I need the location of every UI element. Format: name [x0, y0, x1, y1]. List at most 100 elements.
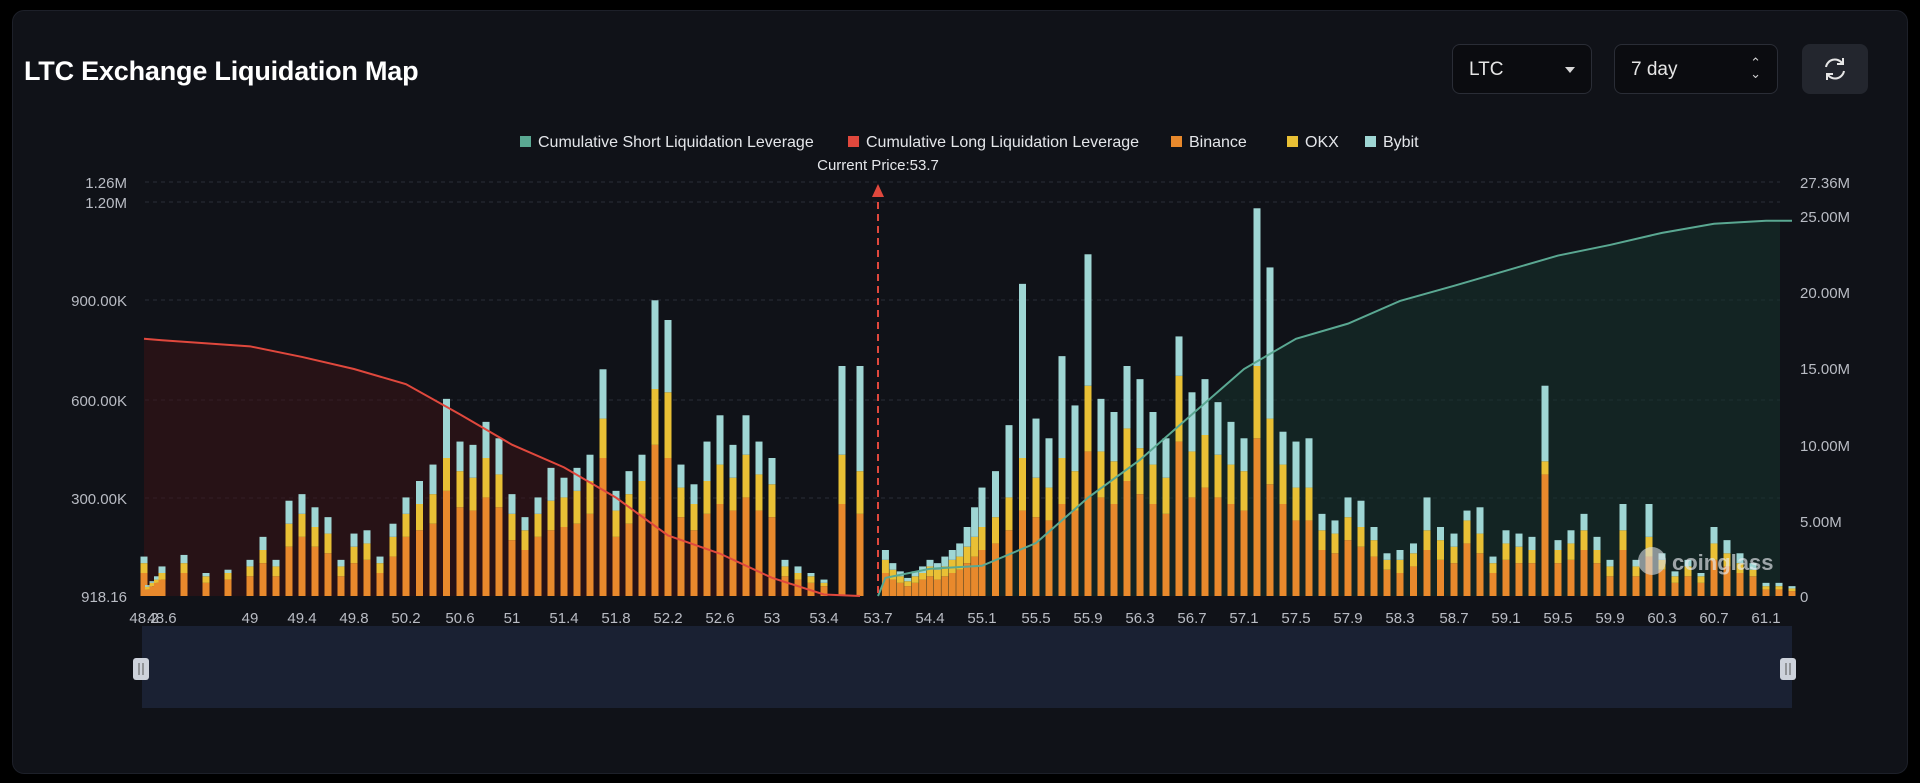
bar-bybit [560, 477, 568, 498]
bar-okx [1423, 530, 1431, 550]
bar-okx [1266, 418, 1274, 485]
page-title: LTC Exchange Liquidation Map [24, 56, 419, 86]
bar-bybit [1723, 540, 1731, 554]
bar-binance [1005, 530, 1013, 596]
bar-bybit [1240, 438, 1248, 472]
bar-binance [625, 523, 633, 596]
bar-binance [376, 573, 384, 596]
zoom-slider-handle-left[interactable] [133, 658, 149, 680]
bar-bybit [1370, 527, 1378, 541]
legend: Cumulative Short Liquidation Leverage Cum… [520, 134, 1419, 151]
bar-bybit [1528, 536, 1536, 550]
bar-binance [1775, 589, 1783, 596]
bar-okx [919, 573, 927, 580]
bar-bybit [838, 366, 846, 455]
bar-bybit [376, 556, 384, 564]
bar-okx [1084, 385, 1092, 452]
bar-bybit [158, 566, 166, 573]
legend-swatch [520, 136, 531, 147]
bar-binance [1450, 563, 1458, 596]
x-axis-tick: 58.7 [1439, 610, 1468, 627]
bar-binance [429, 523, 437, 596]
bar-okx [573, 490, 581, 524]
bar-bybit [1697, 573, 1705, 577]
bar-bybit [1201, 379, 1209, 435]
bar-bybit [1775, 582, 1783, 587]
bar-okx [1736, 563, 1744, 573]
bar-binance [1058, 504, 1066, 596]
bar-bybit [149, 581, 157, 583]
bar-okx [1162, 477, 1170, 514]
bar-binance [1383, 569, 1391, 596]
bar-okx [298, 513, 306, 537]
cumulative-lines [143, 219, 1792, 597]
bar-binance [534, 536, 542, 596]
bar-okx [1214, 454, 1222, 498]
up-down-arrows-icon: ⌃ ⌄ [1750, 55, 1761, 81]
bar-bybit [956, 543, 964, 557]
bar-binance [838, 504, 846, 596]
x-axis-tick: 56.3 [1125, 610, 1154, 627]
bar-binance [1671, 582, 1679, 596]
bar-okx [755, 474, 763, 511]
bar-binance [324, 553, 332, 596]
bar-bybit [324, 517, 332, 534]
bar-binance [1331, 553, 1339, 596]
bar-bybit [1632, 559, 1640, 567]
bar-bybit [781, 559, 789, 567]
x-axis-tick: 54.4 [915, 610, 944, 627]
bar-binance [145, 589, 152, 596]
bar-okx [612, 510, 620, 537]
refresh-button[interactable] [1802, 44, 1868, 94]
bar-binance [1227, 504, 1235, 596]
bar-okx [1305, 487, 1313, 521]
bar-binance [1149, 504, 1157, 596]
bar-binance [140, 573, 148, 596]
bar-okx [324, 533, 332, 554]
bar-bybit [202, 573, 210, 577]
bar-binance [1305, 520, 1313, 596]
bar-okx [1632, 566, 1640, 577]
bar-okx [933, 569, 941, 580]
left-axis-tick: 600.00K [71, 393, 127, 410]
bar-binance [963, 563, 971, 596]
bar-okx [1671, 576, 1679, 583]
range-select[interactable]: 7 day ⌃ ⌄ [1614, 44, 1778, 94]
bar-bybit [1227, 421, 1235, 465]
zoom-slider-handle-right[interactable] [1780, 658, 1796, 680]
bar-binance [495, 507, 503, 596]
bar-bybit [941, 556, 949, 567]
bar-bybit [755, 441, 763, 475]
bar-binance [1658, 569, 1666, 596]
bar-binance [664, 458, 672, 596]
bar-okx [363, 543, 371, 560]
bar-okx [1175, 375, 1183, 442]
bar-binance [1476, 553, 1484, 596]
right-axis-tick: 5.00M [1800, 514, 1842, 531]
bar-binance [443, 490, 450, 596]
bar-binance [1697, 582, 1705, 596]
bar-okx [1344, 517, 1352, 541]
bar-bybit [521, 517, 529, 531]
bar-okx [1410, 553, 1417, 567]
x-axis-tick: 49.4 [287, 610, 316, 627]
bar-bybit [716, 415, 724, 465]
bar-bybit [416, 481, 423, 504]
bar-binance [259, 563, 267, 596]
x-axis-tick: 53 [764, 610, 781, 627]
bar-bybit [534, 497, 542, 514]
bar-binance [547, 530, 555, 596]
bar-binance [820, 586, 828, 596]
bar-okx [911, 576, 919, 583]
bar-bybit [1279, 431, 1287, 465]
bar-okx [904, 581, 912, 587]
bar-bybit [350, 533, 358, 547]
bar-bybit [1110, 412, 1118, 462]
bar-bybit [1567, 530, 1575, 544]
bar-binance [1762, 589, 1770, 596]
bar-bybit [1331, 520, 1339, 534]
bar-okx [1554, 550, 1562, 564]
coin-select[interactable]: LTC [1452, 44, 1592, 94]
bar-okx [1476, 533, 1484, 554]
bar-okx [820, 582, 828, 587]
